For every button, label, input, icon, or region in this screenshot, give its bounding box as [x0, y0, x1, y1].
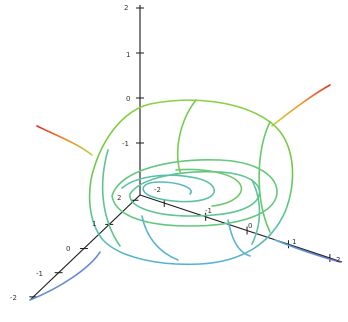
y-tick-label: 2 [117, 194, 121, 202]
lower-right-arm [274, 239, 341, 263]
z-axis-tick-labels: 2 1 0 -1 [122, 4, 130, 148]
y-tick-label: 0 [66, 245, 70, 253]
meridian-back [176, 99, 197, 173]
y-tick-label: 1 [92, 220, 96, 228]
x-tick-label: 0 [248, 222, 252, 230]
y-axis-ticks [29, 199, 139, 298]
lower-left-arm [29, 251, 101, 301]
y-axis-line [29, 194, 141, 301]
x-tick-label: 2 [336, 256, 340, 264]
lower-contour-1 [141, 215, 179, 261]
torus-curves [88, 99, 294, 266]
inner-swirl-1 [121, 174, 216, 203]
middle-ring [111, 158, 278, 227]
z-tick-label: 1 [126, 51, 130, 59]
upper-left-arm [36, 125, 93, 156]
meridian-left [101, 149, 121, 247]
x-axis-line [139, 194, 343, 263]
x-axis-tick-labels: -2 -1 0 1 2 [154, 186, 340, 264]
z-tick-label: 2 [124, 4, 128, 12]
y-tick-label: -2 [10, 294, 17, 302]
y-axis-tick-labels: 2 1 0 -1 -2 [10, 194, 121, 302]
upper-right-arm [271, 84, 331, 127]
y-tick-label: -1 [36, 270, 43, 278]
inner-swirl-2 [142, 181, 192, 197]
x-tick-label: -1 [205, 207, 212, 215]
inner-swirl-3 [175, 168, 243, 207]
x-tick-label: 1 [292, 238, 296, 246]
curve-arms [29, 84, 341, 301]
lower-contour-3 [251, 179, 261, 245]
z-axis-ticks [136, 7, 144, 144]
x-tick-label: -2 [154, 186, 161, 194]
meridian-front [258, 121, 271, 233]
outer-shell [88, 99, 294, 266]
lower-contour-2 [227, 219, 251, 257]
z-tick-label: -1 [122, 140, 129, 148]
z-tick-label: 0 [126, 95, 130, 103]
axes-group [29, 5, 343, 301]
